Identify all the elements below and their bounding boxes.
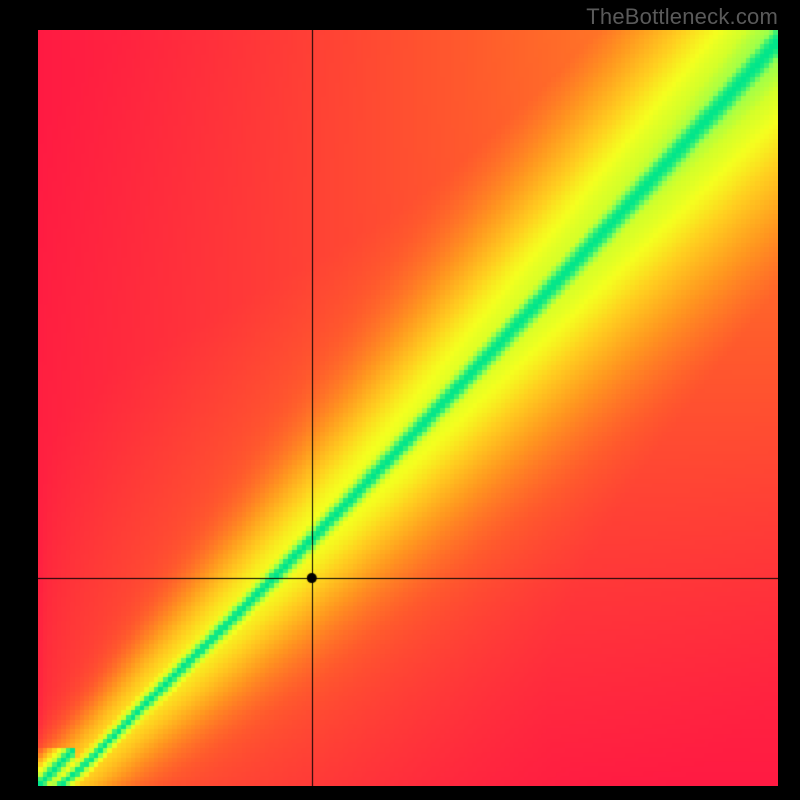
watermark-text: TheBottleneck.com (586, 4, 778, 30)
bottleneck-heatmap (38, 30, 778, 786)
